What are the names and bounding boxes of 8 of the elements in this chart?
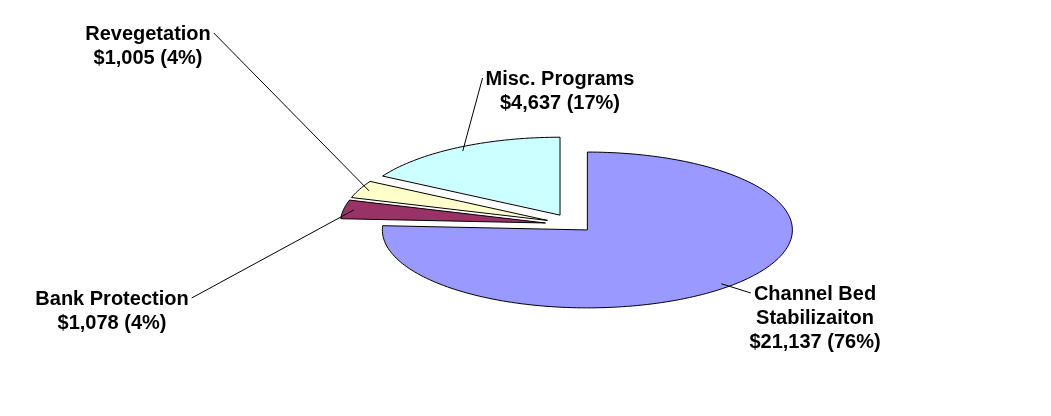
legend-label: Channel Bed Stabilizaiton — [753, 282, 877, 328]
data-label: $21,137 (76%) — [749, 330, 881, 352]
slice-label: Bank Protection — [35, 287, 189, 309]
data-label: $4,637 (17%) — [499, 91, 621, 113]
slice-label: Revegetation — [85, 22, 211, 44]
slice-label: Misc. Programs — [485, 67, 635, 89]
data-label: $1,078 (4%) — [57, 311, 167, 333]
data-label: $1,005 (4%) — [93, 46, 203, 68]
